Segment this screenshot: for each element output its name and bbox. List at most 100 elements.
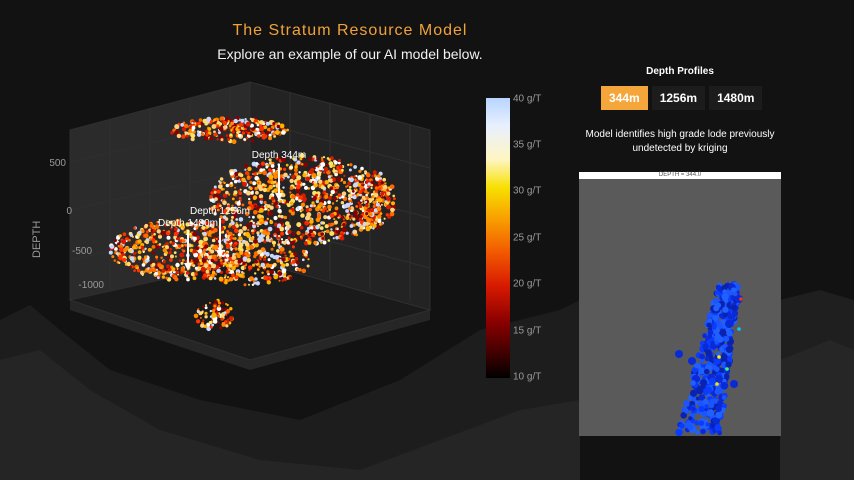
scatter-point <box>353 210 358 215</box>
scatter-point <box>266 280 271 285</box>
scatter-point <box>168 267 172 272</box>
scatter-point <box>322 156 326 159</box>
scatter-point <box>217 314 221 318</box>
scatter-point <box>238 196 242 200</box>
scatter-point <box>254 277 258 281</box>
scatter-point <box>320 156 324 160</box>
scatter-point <box>198 224 201 227</box>
scatter-point <box>170 131 174 135</box>
profile-point <box>725 361 732 368</box>
scatter-point <box>171 267 176 272</box>
colorbar: 40 g/T 35 g/T 30 g/T 25 g/T 20 g/T 15 g/… <box>486 94 556 383</box>
scatter-point <box>268 184 274 190</box>
scatter-point <box>264 255 267 259</box>
scatter-point <box>313 182 318 188</box>
scatter-point <box>154 271 159 276</box>
scatter-point <box>126 261 131 267</box>
scatter-point <box>286 224 292 229</box>
scatter-point <box>338 164 343 169</box>
profile-point <box>719 367 725 374</box>
scatter-point <box>200 311 204 314</box>
scatter-point <box>324 180 330 185</box>
scatter-point <box>140 245 145 250</box>
scatter-point <box>365 172 371 178</box>
scatter-point <box>361 174 365 178</box>
scatter-point <box>349 218 352 221</box>
scatter-point <box>287 203 291 208</box>
scatter-point <box>262 170 267 176</box>
scatter-point <box>227 137 230 141</box>
scatter-point <box>328 178 332 182</box>
scatter-point <box>346 184 349 187</box>
scatter-point <box>296 260 300 265</box>
scatter-point <box>332 179 335 182</box>
scatter-point <box>222 260 225 263</box>
scatter-point <box>348 197 351 200</box>
colorbar-tick: 20 g/T <box>513 278 542 290</box>
scatter-point <box>278 279 281 282</box>
scatter-point <box>262 230 267 235</box>
scatter-point <box>246 206 252 211</box>
scatter-point <box>194 272 198 276</box>
scatter-point <box>383 217 386 220</box>
profile-point <box>722 335 730 343</box>
scatter-point <box>268 210 274 216</box>
depth-1256m-button[interactable]: 1256m <box>651 86 706 110</box>
scatter-point <box>226 230 230 233</box>
scatter-point <box>335 185 339 189</box>
scatter-point <box>273 201 279 206</box>
scatter-point <box>245 190 251 196</box>
scatter-point <box>239 188 242 191</box>
scatter-point <box>280 177 284 182</box>
scatter-point <box>256 231 260 235</box>
scatter-point <box>179 252 185 258</box>
depth-344m-button[interactable]: 344m <box>601 86 648 110</box>
scatter-point <box>229 269 234 275</box>
scatter-point <box>207 255 212 260</box>
scatter-point <box>380 191 385 196</box>
scatter-point <box>118 234 122 238</box>
scatter-point <box>144 247 147 250</box>
resource-3d-plot[interactable]: DEPTH 500 0 -500 -1000 Depth 344m Depth … <box>0 70 480 370</box>
scatter-point <box>275 205 279 209</box>
scatter-point <box>247 175 250 178</box>
scatter-point <box>375 218 379 222</box>
scatter-point <box>317 223 321 227</box>
profile-point <box>724 369 730 375</box>
scatter-point <box>276 258 281 263</box>
scatter-point <box>279 226 285 232</box>
scatter-point <box>207 127 212 131</box>
depth-1480m-button[interactable]: 1480m <box>709 86 763 110</box>
profile-point <box>712 322 717 327</box>
scatter-point <box>244 118 247 121</box>
scatter-point <box>373 174 377 178</box>
scatter-point <box>377 174 381 178</box>
scatter-point <box>349 163 353 167</box>
scatter-point <box>314 166 320 172</box>
scatter-point <box>280 157 286 163</box>
profile-point <box>724 373 730 379</box>
scatter-point <box>198 118 203 122</box>
scatter-point <box>255 222 259 225</box>
scatter-point <box>195 246 200 251</box>
scatter-point <box>156 229 161 234</box>
scatter-point <box>219 177 224 181</box>
scatter-point <box>300 202 306 207</box>
scatter-point <box>343 174 346 178</box>
scatter-point <box>342 180 347 185</box>
scatter-point <box>228 263 233 268</box>
scatter-point <box>204 311 208 315</box>
scatter-point <box>227 261 230 264</box>
scatter-point <box>213 205 217 209</box>
scatter-point <box>227 279 231 282</box>
profile-point <box>737 327 741 331</box>
scatter-point <box>301 268 307 274</box>
scatter-point <box>238 191 242 195</box>
scatter-point <box>348 206 352 210</box>
scatter-point <box>154 240 158 244</box>
scatter-point <box>229 316 233 321</box>
scatter-point <box>193 227 197 231</box>
scatter-point <box>229 277 234 282</box>
scatter-point <box>217 131 221 135</box>
scatter-point <box>205 269 210 274</box>
